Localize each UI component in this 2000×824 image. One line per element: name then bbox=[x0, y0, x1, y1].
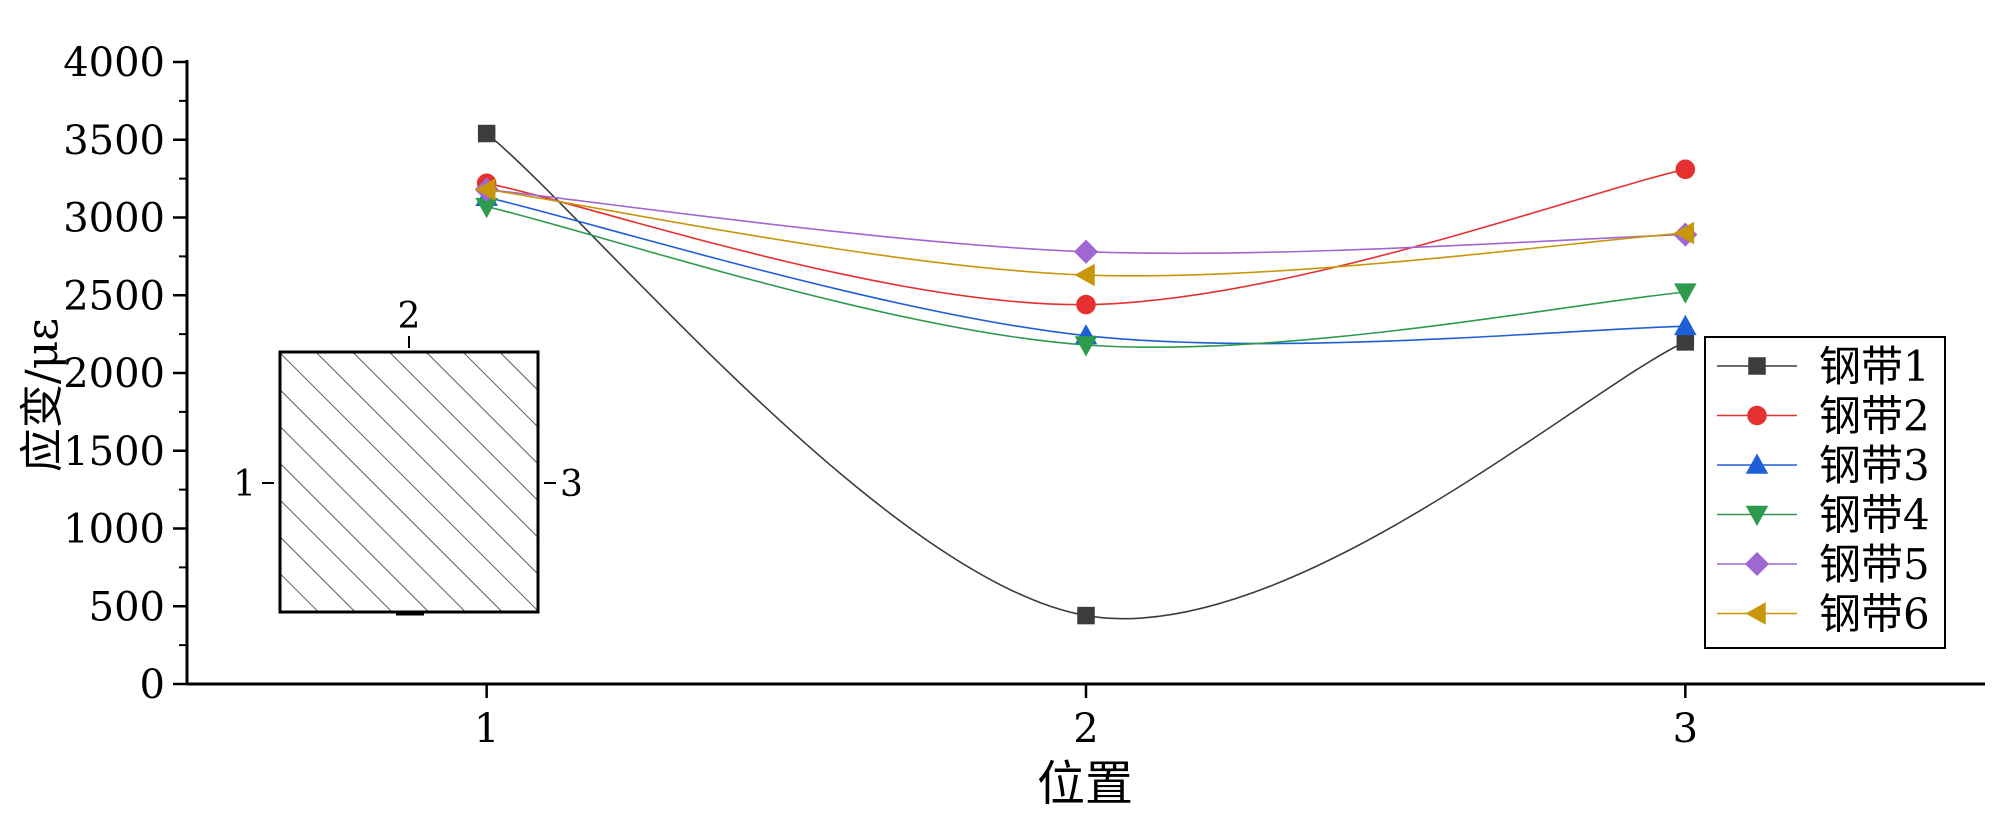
legend-label-1: 钢带1 bbox=[1819, 342, 1930, 391]
series-4-point bbox=[1674, 283, 1697, 304]
legend-marker-3 bbox=[1745, 453, 1769, 474]
inset-label-2: 2 bbox=[398, 296, 421, 337]
legend-label-2: 钢带2 bbox=[1819, 392, 1930, 441]
legend-marker-2 bbox=[1747, 405, 1767, 426]
y-tick-label: 3000 bbox=[63, 196, 165, 242]
series-5-point bbox=[1073, 239, 1099, 264]
x-tick-label: 2 bbox=[1073, 706, 1098, 752]
y-tick-label: 500 bbox=[89, 584, 165, 630]
y-tick-label: 1500 bbox=[63, 429, 165, 475]
y-tick-label: 2500 bbox=[63, 273, 165, 319]
y-tick-label: 3500 bbox=[63, 118, 165, 164]
x-axis-label: 位置 bbox=[1037, 756, 1133, 812]
series-2-point bbox=[1076, 294, 1096, 315]
y-tick-label: 0 bbox=[140, 662, 165, 708]
legend-label-4: 钢带4 bbox=[1819, 491, 1930, 540]
legend-box bbox=[1704, 336, 1946, 649]
legend-marker-5 bbox=[1744, 551, 1770, 577]
cross-section-inset: 2 1 3 bbox=[233, 296, 583, 616]
series-line-1 bbox=[486, 132, 1686, 620]
legend-label-3: 钢带3 bbox=[1819, 441, 1930, 490]
series-1 bbox=[477, 124, 1695, 625]
series-line-2 bbox=[486, 168, 1686, 306]
legend-marker-1 bbox=[1748, 357, 1766, 375]
series-1-point bbox=[1676, 333, 1695, 351]
x-tick-label: 3 bbox=[1673, 706, 1698, 752]
series-3-point bbox=[1674, 314, 1697, 336]
series-4 bbox=[475, 197, 1697, 357]
series-6 bbox=[475, 178, 1695, 287]
legend-label-5: 钢带5 bbox=[1819, 540, 1930, 589]
series-2 bbox=[476, 159, 1696, 315]
legend-label-6: 钢带6 bbox=[1819, 590, 1930, 639]
series-4-point bbox=[1074, 336, 1098, 357]
series-2-point bbox=[1675, 159, 1696, 180]
series-1-point bbox=[1077, 606, 1095, 625]
series-6-point bbox=[1074, 263, 1095, 287]
inset-label-3: 3 bbox=[560, 464, 583, 505]
y-axis-label: 应变/με bbox=[17, 318, 68, 472]
legend-marker-4 bbox=[1745, 505, 1769, 527]
series-6-point bbox=[1673, 221, 1695, 245]
legend-marker-6 bbox=[1745, 602, 1766, 625]
x-tick-label: 1 bbox=[474, 706, 499, 752]
y-tick-label: 2000 bbox=[63, 351, 165, 397]
series-1-point bbox=[477, 124, 496, 143]
inset-hatched-square bbox=[278, 350, 540, 614]
series-layer bbox=[474, 124, 1698, 625]
axes: 0 500 1000 1500 2000 2500 3000 3500 4000 1 2 3 bbox=[63, 40, 1985, 752]
y-tick-label: 4000 bbox=[63, 40, 165, 86]
series-6-point bbox=[475, 178, 496, 201]
y-tick-label: 1000 bbox=[63, 507, 165, 553]
inset-label-1: 1 bbox=[233, 464, 256, 505]
